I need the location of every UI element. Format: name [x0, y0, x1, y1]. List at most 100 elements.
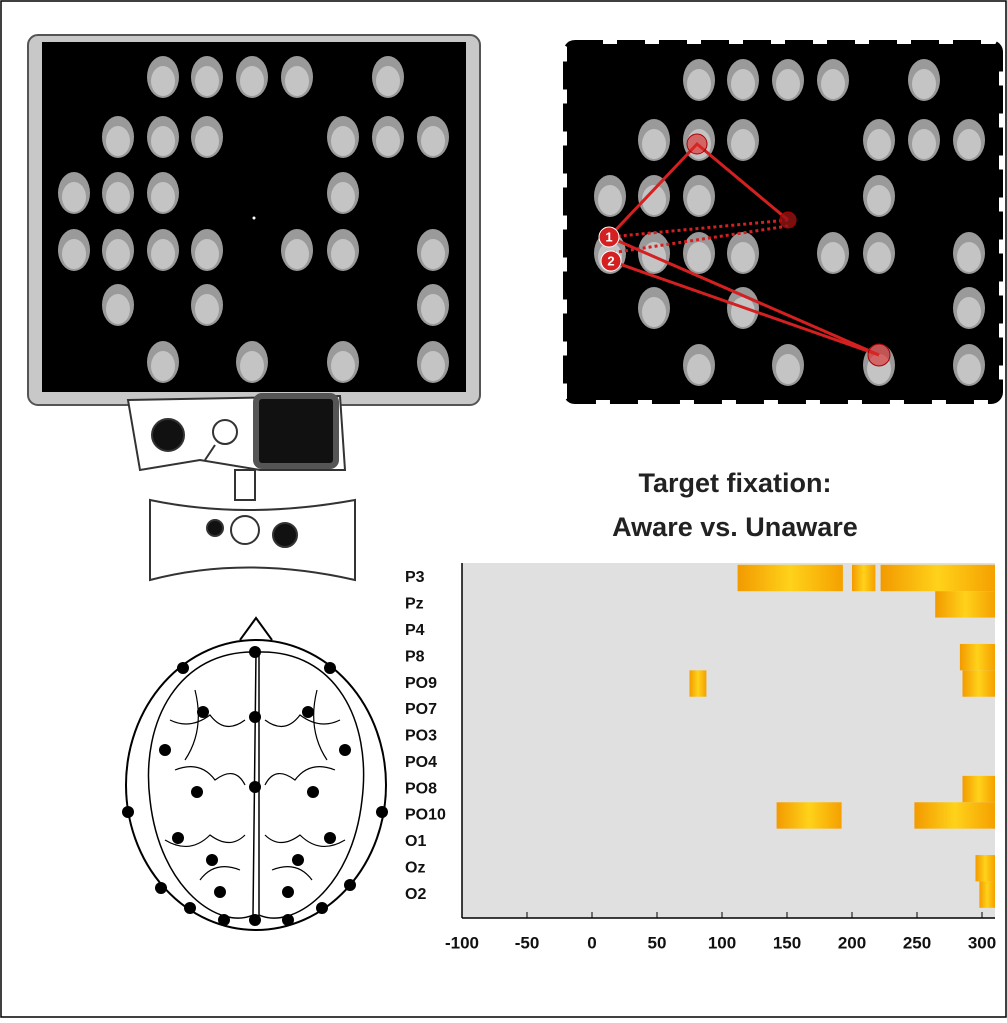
face-shade [106, 294, 130, 324]
face-shade [776, 354, 800, 384]
y-tick-label: PO4 [405, 754, 437, 771]
x-tick-label: 300 [968, 933, 996, 952]
face-shade [867, 242, 891, 272]
face-shade [421, 294, 445, 324]
fixation [686, 133, 708, 155]
electrode [197, 706, 209, 718]
fixation-label: 2 [607, 253, 614, 268]
electrode [206, 854, 218, 866]
significant-interval [975, 855, 995, 882]
electrode [249, 781, 261, 793]
electrodes [122, 646, 388, 926]
electrode [191, 786, 203, 798]
electrode [282, 914, 294, 926]
electrode [155, 882, 167, 894]
face-grid [58, 56, 449, 383]
dashed-border [563, 40, 1003, 404]
face-shade [731, 69, 755, 99]
face-shade [285, 66, 309, 96]
x-tick-label: 0 [587, 933, 596, 952]
face-shade [240, 351, 264, 381]
significant-interval [689, 670, 707, 697]
fixation [598, 226, 620, 248]
x-tick-label: 150 [773, 933, 801, 952]
face-shade [151, 66, 175, 96]
face-shade [642, 297, 666, 327]
face-shade [331, 182, 355, 212]
face-shade [731, 242, 755, 272]
x-tick-label: -50 [515, 933, 540, 952]
x-tick-label: 50 [648, 933, 667, 952]
face-shade [151, 126, 175, 156]
significant-interval [962, 670, 995, 697]
saccade [608, 235, 880, 357]
face-shade [106, 239, 130, 269]
fixation [779, 211, 797, 229]
face-shade [957, 242, 981, 272]
significant-interval [935, 591, 995, 618]
face-shade [195, 239, 219, 269]
significant-interval [880, 564, 995, 592]
x-tick-label: 200 [838, 933, 866, 952]
electrode [122, 806, 134, 818]
electrode [184, 902, 196, 914]
face-shade [642, 185, 666, 215]
chart-title: Target fixation: [638, 468, 831, 498]
face-shade [376, 126, 400, 156]
face-shade [285, 239, 309, 269]
face-shade [151, 351, 175, 381]
face-shade [240, 66, 264, 96]
fixation [867, 343, 891, 367]
electrode [214, 886, 226, 898]
face-shade [687, 242, 711, 272]
y-tick-label: Pz [405, 596, 424, 613]
chart: P3 Pz P4 P8 PO9 PO7 PO3 PO4 PO8 PO10 O1 Oz O2 -100 -50… [405, 563, 996, 952]
electrode [292, 854, 304, 866]
face-shade [821, 242, 845, 272]
face-shade [642, 129, 666, 159]
face-shade [731, 297, 755, 327]
electrode [218, 914, 230, 926]
saccade [610, 259, 880, 357]
face-shade [821, 69, 845, 99]
electrode [307, 786, 319, 798]
electrode [249, 914, 261, 926]
face-shade [151, 239, 175, 269]
electrode [376, 806, 388, 818]
face-shade [687, 185, 711, 215]
face-grid [594, 59, 985, 386]
x-tick-label: -100 [445, 933, 479, 952]
significant-interval [776, 802, 842, 829]
electrode [249, 711, 261, 723]
fixation-label: 1 [605, 229, 612, 244]
face-shade [912, 69, 936, 99]
face-shade [687, 69, 711, 99]
electrode [282, 886, 294, 898]
eye-tracker [126, 393, 356, 582]
x-tick-label: 250 [903, 933, 931, 952]
face-shade [151, 182, 175, 212]
y-tick-label: O2 [405, 886, 426, 903]
face-shade [867, 129, 891, 159]
face-shade [106, 182, 130, 212]
electrode [344, 879, 356, 891]
significant-interval [979, 881, 995, 908]
face-shade [331, 126, 355, 156]
electrode [316, 902, 328, 914]
face-shade [957, 129, 981, 159]
face-shade [376, 66, 400, 96]
face-shade [421, 126, 445, 156]
face-shade [62, 182, 86, 212]
significant-interval [962, 775, 995, 803]
electrode [249, 646, 261, 658]
electrode [172, 832, 184, 844]
y-tick-label: P8 [405, 648, 425, 665]
face-shade [598, 185, 622, 215]
plot-background [462, 563, 995, 918]
face-shade [106, 126, 130, 156]
face-shade [912, 129, 936, 159]
face-shade [957, 297, 981, 327]
y-tick-label: O1 [405, 833, 426, 850]
